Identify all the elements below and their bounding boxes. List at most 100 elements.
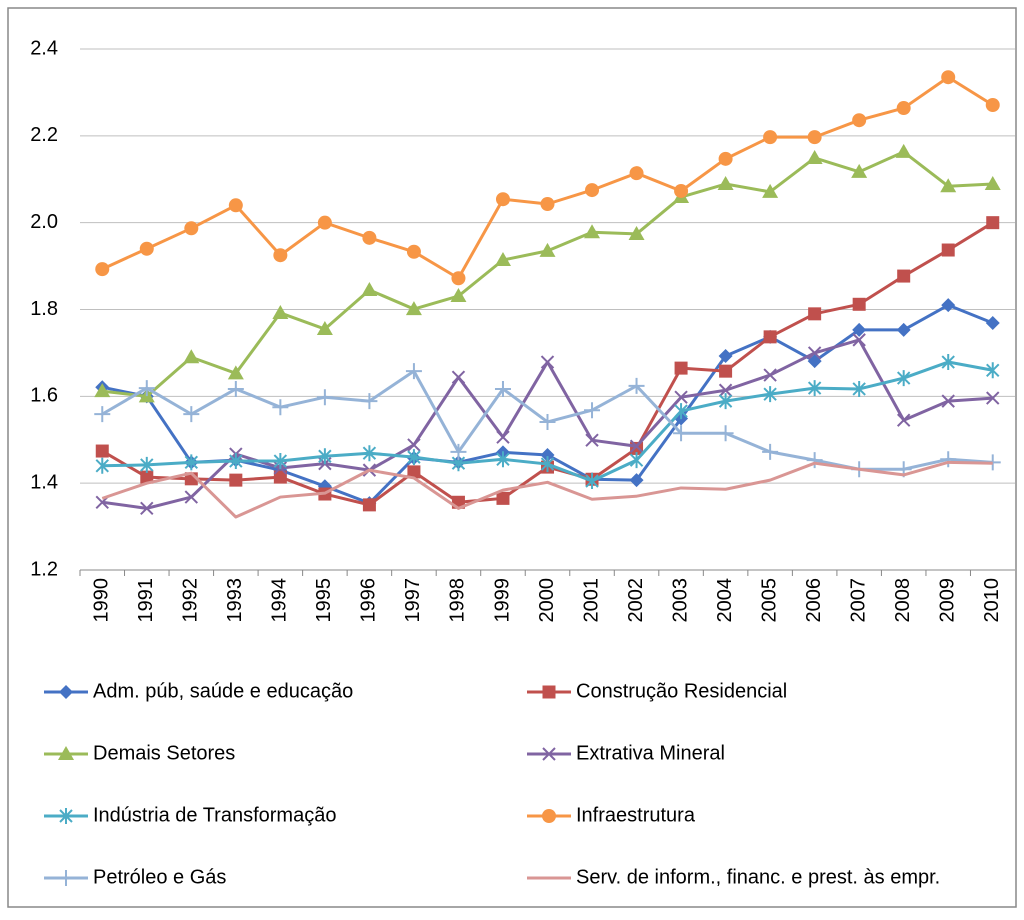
marker [540,355,555,369]
marker [316,389,333,406]
marker [674,390,688,404]
marker [896,322,911,337]
marker [540,196,555,211]
marker [94,406,111,423]
marker [184,221,199,236]
marker [940,451,957,468]
x-tick-label: 2000 [536,578,558,623]
marker [405,363,422,380]
marker [94,383,111,398]
marker [941,243,955,257]
marker [674,183,689,198]
legend-marker [59,808,73,824]
x-tick-label: 2004 [714,578,736,623]
marker [718,393,733,410]
x-tick-label: 1991 [135,578,157,623]
marker [540,447,555,462]
marker [985,315,1000,330]
marker [940,178,957,193]
marker [852,297,866,311]
marker [273,470,287,484]
marker [184,490,199,504]
marker [494,380,511,397]
marker [496,430,510,444]
marker [273,453,288,470]
marker [717,176,734,191]
x-tick-label: 2002 [625,578,647,623]
x-tick-label: 1992 [180,578,202,623]
legend-marker [58,870,74,886]
marker [629,452,644,469]
legend-label: Demais Setores [93,742,235,764]
marker [984,176,1001,191]
marker [628,377,645,394]
marker [496,451,510,468]
marker [852,380,866,397]
x-tick-label: 1994 [269,578,291,623]
marker [941,70,956,85]
marker [807,346,822,360]
marker [407,465,421,479]
marker [941,394,955,408]
marker [896,370,911,387]
marker [806,149,823,164]
marker [451,370,466,384]
marker [229,473,243,487]
legend-marker [542,747,556,761]
marker [316,321,333,336]
y-tick-label: 1.2 [30,558,58,580]
marker [540,456,555,473]
marker [585,433,599,447]
x-tick-label: 1995 [313,578,335,623]
x-tick-label: 2008 [892,578,914,623]
legend-marker [542,685,556,699]
marker [539,242,556,257]
marker [762,443,779,460]
marker [629,473,644,488]
legend-label: Infraestrutura [576,804,696,826]
marker [807,380,822,397]
marker [140,470,154,484]
legend-label: Construção Residencial [576,680,787,702]
marker [717,425,734,442]
y-tick-label: 1.6 [30,385,58,407]
marker [228,198,243,213]
x-tick-label: 1999 [491,578,513,623]
marker [895,143,912,158]
y-tick-label: 1.8 [30,298,58,320]
marker [852,113,867,128]
marker [852,333,866,347]
marker [539,413,556,430]
x-tick-label: 2005 [758,578,780,623]
marker [763,368,777,382]
marker [138,380,155,397]
marker [184,454,199,471]
marker [897,269,911,283]
marker [227,365,244,380]
marker [407,449,421,466]
x-tick-label: 2001 [580,578,602,623]
x-tick-label: 1998 [447,578,469,623]
y-tick-label: 2.4 [30,37,58,59]
x-tick-label: 2010 [981,578,1003,623]
marker [718,151,733,166]
marker [896,413,911,427]
marker [496,491,510,505]
marker [362,230,377,245]
marker [584,224,601,239]
legend-label: Indústria de Transformação [93,804,336,826]
marker [762,183,779,198]
marker [585,183,600,198]
x-tick-label: 2009 [936,578,958,623]
legend-marker [542,809,556,823]
marker [229,453,243,470]
x-tick-label: 2007 [847,578,869,623]
y-tick-label: 2.2 [30,124,58,146]
marker [896,101,911,116]
marker [986,362,1000,379]
y-tick-label: 1.4 [30,471,58,493]
marker [95,262,110,277]
marker [673,425,690,442]
marker [763,386,777,403]
marker [629,166,644,181]
